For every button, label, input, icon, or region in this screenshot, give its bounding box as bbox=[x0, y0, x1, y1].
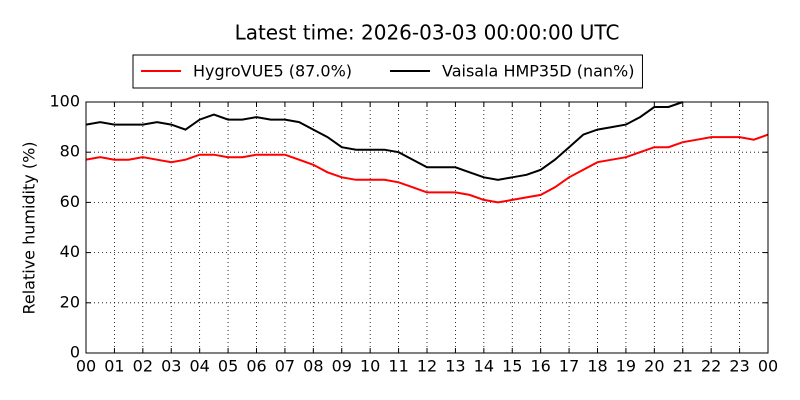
x-tick-label: 10 bbox=[360, 357, 380, 376]
x-tick-label: 00 bbox=[76, 357, 96, 376]
x-tick-label: 09 bbox=[332, 357, 352, 376]
x-tick-label: 17 bbox=[559, 357, 579, 376]
y-tick-label: 100 bbox=[49, 92, 80, 111]
x-tick-label: 13 bbox=[445, 357, 465, 376]
x-tick-label: 19 bbox=[616, 357, 636, 376]
y-axis-label: Relative humidity (%) bbox=[20, 141, 39, 314]
x-tick-label: 15 bbox=[502, 357, 522, 376]
x-tick-label: 22 bbox=[701, 357, 721, 376]
chart-title: Latest time: 2026-03-03 00:00:00 UTC bbox=[235, 21, 620, 45]
x-tick-label: 02 bbox=[133, 357, 153, 376]
x-tick-label: 08 bbox=[303, 357, 323, 376]
x-tick-label: 16 bbox=[530, 357, 550, 376]
x-tick-label: 21 bbox=[673, 357, 693, 376]
x-tick-label: 05 bbox=[218, 357, 238, 376]
x-tick-label: 18 bbox=[587, 357, 607, 376]
y-tick-label: 0 bbox=[70, 343, 80, 362]
legend-label: Vaisala HMP35D (nan%) bbox=[442, 62, 634, 81]
x-tick-label: 23 bbox=[729, 357, 749, 376]
legend-box bbox=[132, 54, 643, 89]
legend-label: HygroVUE5 (87.0%) bbox=[193, 62, 352, 81]
x-tick-label: 00 bbox=[758, 357, 778, 376]
x-tick-label: 01 bbox=[104, 357, 124, 376]
x-tick-label: 14 bbox=[474, 357, 494, 376]
x-tick-label: 11 bbox=[388, 357, 408, 376]
x-tick-label: 07 bbox=[275, 357, 295, 376]
y-tick-label: 40 bbox=[60, 242, 80, 261]
series-line bbox=[86, 101, 684, 181]
x-tick-label: 04 bbox=[189, 357, 209, 376]
y-tick-label: 80 bbox=[60, 142, 80, 161]
x-tick-label: 03 bbox=[161, 357, 181, 376]
x-tick-label: 12 bbox=[417, 357, 437, 376]
y-tick-label: 20 bbox=[60, 292, 80, 311]
x-tick-label: 06 bbox=[246, 357, 266, 376]
y-tick-label: 60 bbox=[60, 192, 80, 211]
plot-frame bbox=[85, 101, 769, 354]
x-tick-label: 20 bbox=[644, 357, 664, 376]
series-line bbox=[86, 133, 768, 204]
